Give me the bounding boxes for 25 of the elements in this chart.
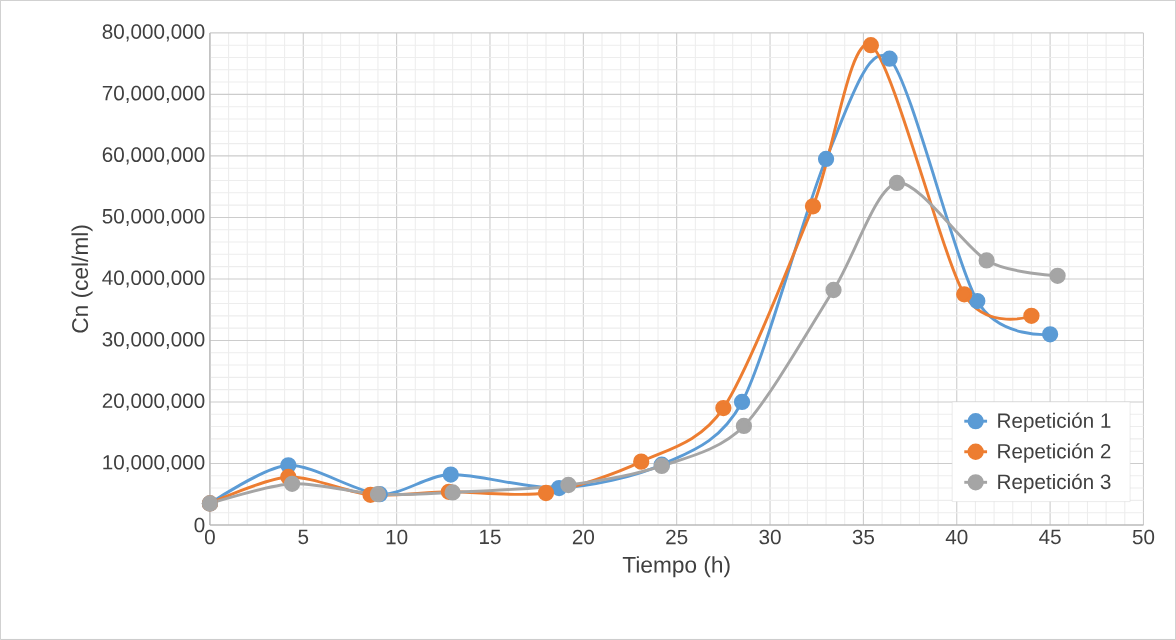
y-tick-label: 50,000,000	[102, 208, 205, 227]
x-tick-label: 20	[572, 529, 595, 545]
x-tick-label: 45	[1039, 529, 1061, 545]
x-tick-label: 30	[759, 529, 781, 545]
x-axis-title: Tiempo (h)	[622, 556, 730, 578]
y-tick-label: 70,000,000	[102, 85, 205, 103]
y-axis-title: Cn (cel/ml)	[71, 225, 93, 333]
x-tick-label: 40	[945, 529, 968, 545]
x-tick-label: 35	[852, 529, 875, 545]
y-tick-label: 80,000,000	[102, 24, 205, 42]
y-tick-label: 30,000,000	[102, 331, 205, 350]
x-tick-label: 15	[480, 529, 501, 545]
y-tick-label: 0	[194, 517, 205, 533]
x-tick-label: 25	[666, 529, 688, 545]
legend-label: Repetición 2	[998, 443, 1111, 463]
legend-label: Repetición 3	[998, 473, 1111, 494]
x-tick-label: 10	[386, 529, 408, 545]
y-tick-label: 60,000,000	[102, 147, 205, 165]
y-tick-label: 40,000,000	[102, 270, 205, 288]
x-tick-label: 0	[204, 529, 215, 545]
x-tick-label: 50	[1132, 529, 1155, 545]
y-tick-label: 10,000,000	[103, 455, 205, 473]
legend-label: Repetición 1	[998, 412, 1111, 433]
y-tick-label: 20,000,000	[102, 393, 205, 411]
x-tick-label: 5	[298, 529, 309, 545]
